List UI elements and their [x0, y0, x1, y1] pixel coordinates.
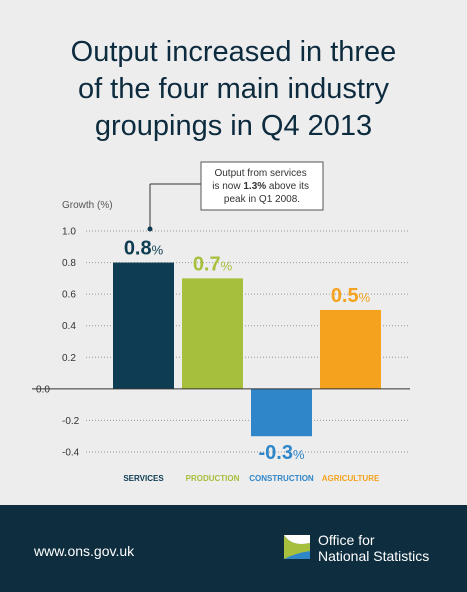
org-name: Office for National Statistics	[318, 532, 429, 564]
org-name-line-2: National Statistics	[318, 548, 430, 564]
website-link[interactable]: www.ons.gov.uk	[34, 543, 135, 559]
bars	[113, 262, 381, 437]
callout: Output from services is now 1.3% above i…	[147, 161, 324, 232]
y-tick-label: 1.0	[62, 227, 76, 238]
y-tick-label: 0.8	[62, 258, 76, 269]
y-tick-label: 0.2	[62, 353, 76, 364]
ons-logo-icon	[284, 535, 310, 559]
footer: www.ons.gov.uk Office for National Stati…	[0, 505, 467, 592]
value-label: 0.8%	[124, 238, 164, 260]
svg-text:Output from services is: Output from services is now 1.3% above i…	[212, 168, 312, 205]
bar-production	[182, 278, 243, 389]
callout-box	[200, 161, 324, 211]
callout-line-3: peak in Q1 2008.	[224, 194, 300, 205]
bar-services	[113, 262, 174, 389]
x-tick-label: CONSTRUCTION	[249, 474, 314, 483]
y-axis-label: Growth (%)	[62, 200, 113, 211]
y-tick-label: -0.4	[62, 448, 80, 459]
chart-title: Output increased in three of the four ma…	[70, 36, 397, 142]
x-tick-label: PRODUCTION	[186, 474, 240, 483]
x-tick-labels: SERVICES PRODUCTION CONSTRUCTION AGRICULTUR…	[123, 474, 380, 483]
bar-agriculture	[320, 309, 381, 389]
callout-dot	[147, 226, 153, 232]
value-label: 0.5%	[331, 285, 371, 307]
x-tick-label: SERVICES	[123, 474, 164, 483]
value-label: -0.3%	[258, 442, 304, 464]
bar-chart: 1.0 0.8 0.6 0.4 0.2 0.0 -0.2 -0.4 Growth (%) 0.…	[32, 161, 410, 483]
y-tick-label: -0.2	[62, 416, 80, 427]
y-tick-labels: 1.0 0.8 0.6 0.4 0.2 0.0 -0.2 -0.4	[36, 227, 80, 459]
y-tick-label: 0.6	[62, 290, 76, 301]
value-label: 0.7%	[193, 253, 233, 275]
value-labels: 0.8% 0.7% -0.3% 0.5%	[124, 238, 371, 465]
callout-line-1: Output from services	[214, 168, 306, 179]
x-tick-label: AGRICULTURE	[322, 474, 380, 483]
bar-construction	[251, 388, 312, 437]
y-tick-label: 0.4	[62, 321, 76, 332]
callout-line-2: is now 1.3% above its	[212, 181, 309, 192]
org-name-line-1: Office for	[318, 532, 375, 548]
y-tick-label: 0.0	[36, 384, 50, 395]
